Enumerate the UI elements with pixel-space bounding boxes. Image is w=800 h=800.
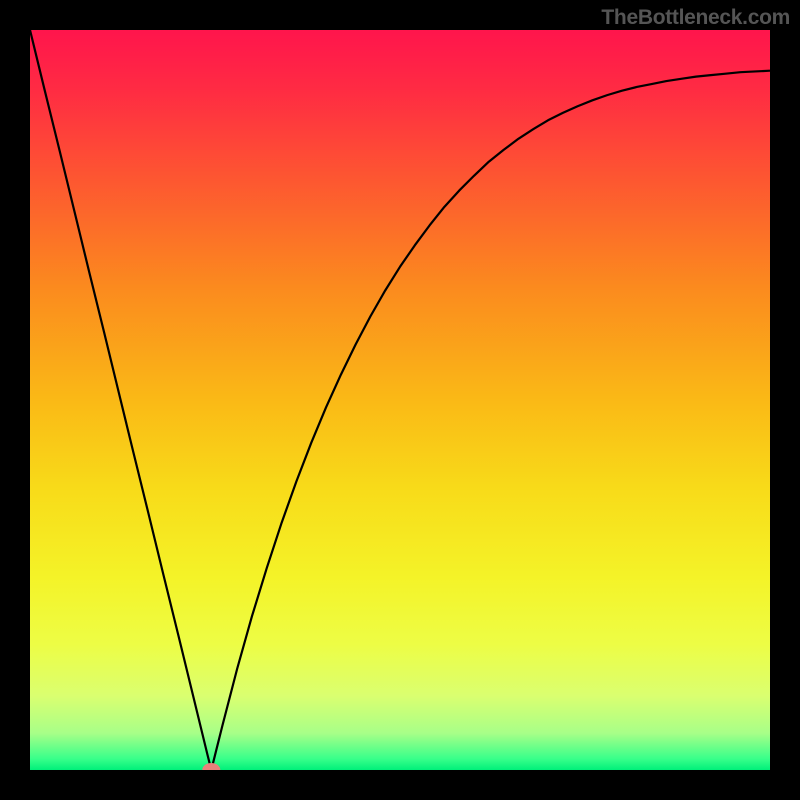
watermark-label: TheBottleneck.com bbox=[601, 6, 790, 30]
chart-frame: TheBottleneck.com bbox=[0, 0, 800, 800]
plot-svg bbox=[30, 30, 770, 770]
gradient-background bbox=[30, 30, 770, 770]
bottleneck-chart bbox=[30, 30, 770, 770]
